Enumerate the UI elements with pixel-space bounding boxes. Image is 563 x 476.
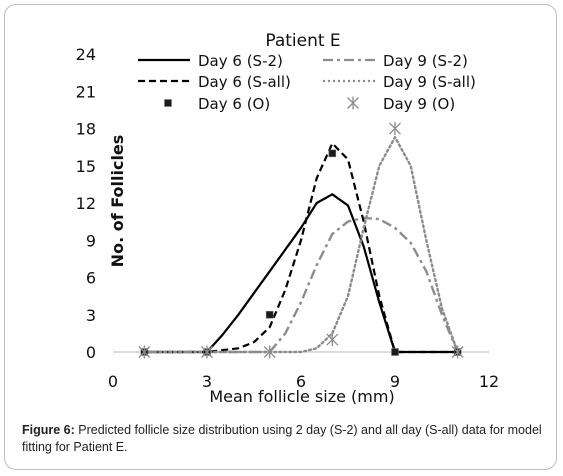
chart-title: Patient E xyxy=(265,31,340,51)
data-point xyxy=(326,333,339,347)
x-axis-label: Mean follicle size (mm) xyxy=(209,387,394,406)
legend: Day 6 (S-2) Day 9 (S-2) Day 6 (S-all) Day 9… xyxy=(138,52,476,113)
legend-item-day-9-s-all: Day 9 (S-all) xyxy=(323,73,476,91)
data-point xyxy=(265,310,274,319)
series-day-9-s-2 xyxy=(144,216,459,354)
legend-item-day-6-s-all: Day 6 (S-all) xyxy=(138,73,291,91)
y-tick-label: 24 xyxy=(76,45,96,64)
series-day-6-s-2 xyxy=(144,193,458,354)
legend-label: Day 9 (O) xyxy=(383,95,455,113)
legend-label: Day 9 (S-2) xyxy=(383,52,468,70)
x-tick-label: 3 xyxy=(202,372,212,391)
legend-item-day-6-o: Day 6 (O) xyxy=(164,95,270,113)
figure-caption: Figure 6: Predicted follicle size distri… xyxy=(22,422,547,456)
legend-item-day-6-s-2: Day 6 (S-2) xyxy=(138,52,283,70)
y-tick-label: 9 xyxy=(86,231,96,250)
data-point xyxy=(138,345,151,359)
figure-frame xyxy=(4,4,557,470)
legend-label: Day 6 (O) xyxy=(198,95,270,113)
y-tick-label: 3 xyxy=(86,306,96,325)
y-tick-label: 15 xyxy=(76,157,96,176)
series-layer xyxy=(138,122,464,359)
data-point xyxy=(328,149,337,158)
y-axis-label: No. of Follicles xyxy=(108,135,127,268)
y-tick-label: 21 xyxy=(76,82,96,101)
y-tick-label: 12 xyxy=(76,194,96,213)
series-day-9-s-all xyxy=(143,136,459,354)
data-point xyxy=(451,345,464,359)
y-tick-label: 0 xyxy=(86,343,96,362)
x-tick-label: 6 xyxy=(296,372,306,391)
series-day-9-o xyxy=(138,122,464,359)
legend-item-day-9-s-2: Day 9 (S-2) xyxy=(323,52,468,70)
y-tick-label: 6 xyxy=(86,269,96,288)
legend-label: Day 6 (S-all) xyxy=(198,73,291,91)
legend-label: Day 6 (S-2) xyxy=(198,52,283,70)
caption-text: Predicted follicle size distribution usi… xyxy=(22,423,542,454)
data-point xyxy=(263,345,276,359)
data-point xyxy=(201,345,213,359)
x-tick-label: 9 xyxy=(390,372,400,391)
series-day-6-s-all xyxy=(144,142,458,354)
data-point xyxy=(389,122,401,135)
legend-label: Day 9 (S-all) xyxy=(383,73,476,91)
legend-marker xyxy=(347,96,359,110)
y-tick-label: 18 xyxy=(76,120,96,139)
x-tick-label: 0 xyxy=(108,372,118,391)
legend-item-day-9-o: Day 9 (O) xyxy=(347,95,455,113)
data-point xyxy=(391,348,399,356)
caption-label: Figure 6: xyxy=(22,423,75,437)
x-tick-label: 12 xyxy=(479,372,499,391)
legend-marker xyxy=(164,99,172,107)
